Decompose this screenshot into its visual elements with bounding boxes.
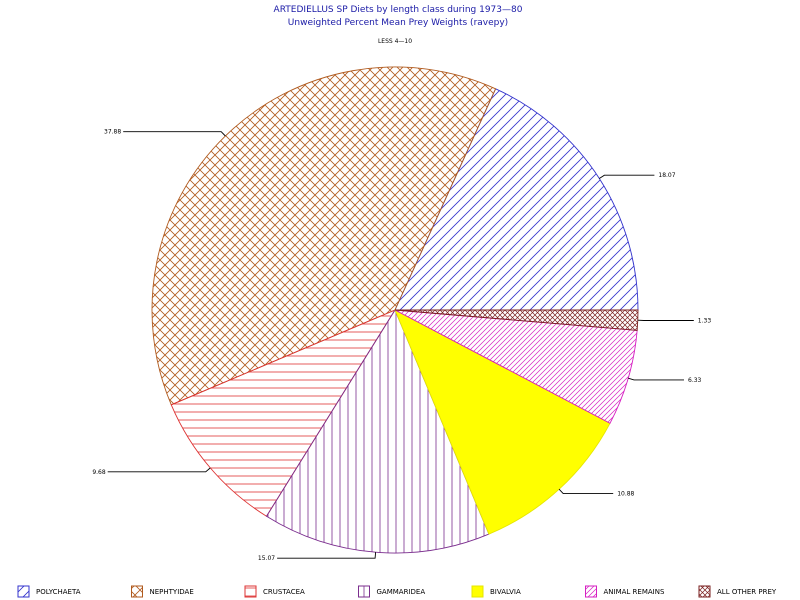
leader-line-polychaeta — [599, 174, 655, 179]
data-label-crustacea: 9.68 — [92, 469, 106, 476]
length-class-label: LESS 4—10 — [378, 38, 412, 45]
pie-slice-nephtyidae — [151, 66, 497, 406]
legend-swatch-crustacea — [244, 585, 257, 598]
data-label-bivalvia: 10.88 — [617, 491, 634, 498]
legend-label-gammaridea: GAMMARIDEA — [377, 588, 426, 596]
slice-labels: 18.07 37.88 9.68 15.07 10.88 6.33 1.33 — [92, 129, 711, 563]
legend-label-bivalvia: BIVALVIA — [490, 588, 521, 596]
data-label-all-other-prey: 1.33 — [698, 318, 712, 325]
legend-label-animal-remains: ANIMAL REMAINS — [604, 588, 665, 596]
pie-slice-bivalvia — [394, 309, 611, 535]
legend-swatch-bivalvia — [471, 585, 484, 598]
pie-slices — [151, 66, 639, 554]
data-label-polychaeta: 18.07 — [658, 172, 675, 179]
chart-title: ARTEDIELLUS SP Diets by length class dur… — [274, 5, 523, 15]
legend-label-nephtyidae: NEPHTYIDAE — [150, 588, 194, 596]
legend-swatch-all-other-prey — [698, 585, 711, 598]
legend-label-all-other-prey: ALL OTHER PREY — [717, 588, 777, 596]
legend-label-crustacea: CRUSTACEA — [263, 588, 305, 596]
leader-line-animal-remains — [628, 377, 684, 381]
legend-swatch-polychaeta — [17, 585, 30, 598]
legend: POLYCHAETA NEPHTYIDAE CRUSTACEA GAMMARIDEA B… — [17, 585, 777, 598]
data-label-nephtyidae: 37.88 — [104, 129, 121, 136]
legend-swatch-gammaridea — [358, 585, 370, 598]
legend-swatch-animal-remains — [585, 585, 597, 598]
legend-swatch-nephtyidae — [131, 585, 143, 598]
chart-subtitle: Unweighted Percent Mean Prey Weights (ra… — [288, 18, 508, 28]
leader-line-gammaridea — [277, 552, 377, 559]
data-label-animal-remains: 6.33 — [688, 377, 702, 384]
pie-slice-all-other-prey — [394, 309, 639, 331]
data-label-gammaridea: 15.07 — [258, 555, 275, 562]
leader-line-nephtyidae — [123, 131, 226, 137]
leader-line-crustacea — [107, 467, 211, 473]
leader-line-bivalvia — [558, 488, 614, 495]
legend-label-polychaeta: POLYCHAETA — [36, 588, 81, 596]
